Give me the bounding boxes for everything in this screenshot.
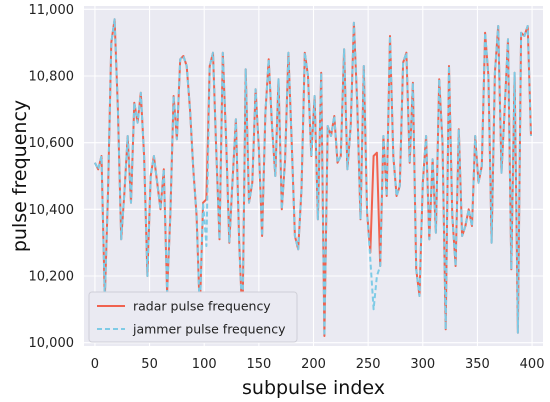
x-axis-label: subpulse index xyxy=(242,377,385,399)
y-tick-label: 10,200 xyxy=(29,270,75,285)
x-tick-label: 400 xyxy=(520,357,545,372)
series-layer xyxy=(94,18,532,337)
x-tick-label: 50 xyxy=(141,357,158,372)
x-tick-label: 0 xyxy=(91,357,99,372)
x-tick-label: 250 xyxy=(356,357,381,372)
y-tick-label: 10,600 xyxy=(29,136,75,151)
x-tick-label: 350 xyxy=(465,357,490,372)
y-tick-label: 10,800 xyxy=(29,70,75,85)
legend: radar pulse frequency jammer pulse frequ… xyxy=(88,291,298,343)
y-tick-label: 10,000 xyxy=(29,336,75,351)
x-tick-label: 100 xyxy=(192,357,217,372)
x-tick-label: 150 xyxy=(246,357,271,372)
legend-label-radar: radar pulse frequency xyxy=(133,299,271,314)
x-tick-label: 300 xyxy=(410,357,435,372)
legend-label-jammer: jammer pulse frequency xyxy=(132,322,286,337)
x-tick-labels: 0 50 100 150 200 250 300 350 400 xyxy=(91,357,545,372)
legend-box xyxy=(88,291,298,343)
y-tick-label: 11,000 xyxy=(29,3,75,18)
x-tick-label: 200 xyxy=(301,357,326,372)
y-axis-label: pulse frequency xyxy=(9,100,31,252)
grid-lines xyxy=(84,6,543,346)
jammer-series-line xyxy=(94,18,532,337)
y-tick-labels: 10,000 10,200 10,400 10,600 10,800 11,000 xyxy=(29,3,75,351)
y-tick-label: 10,400 xyxy=(29,203,75,218)
